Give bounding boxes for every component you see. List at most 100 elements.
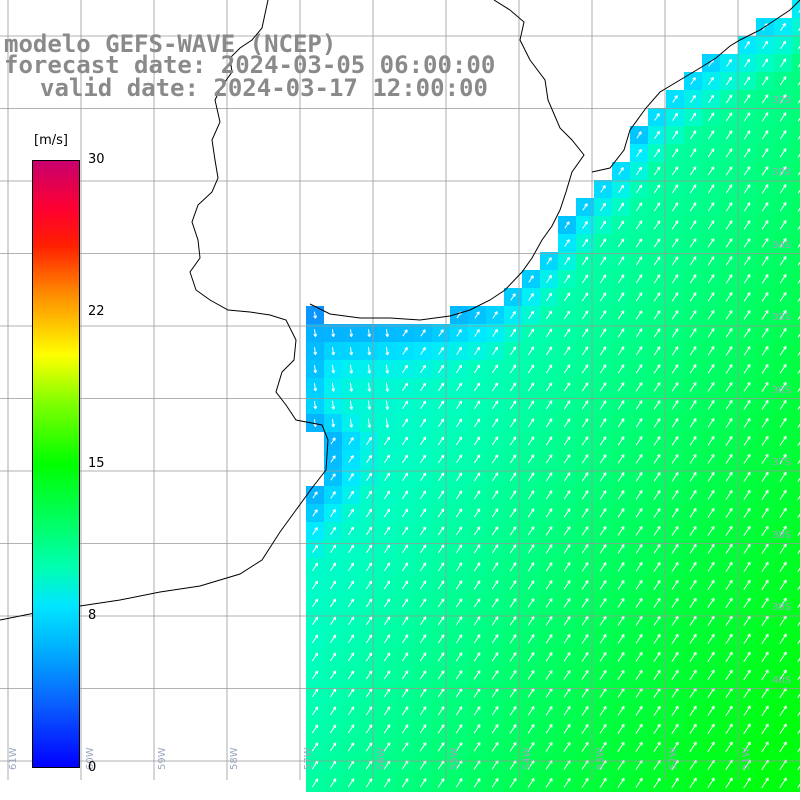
wind-arrow (653, 490, 661, 500)
wind-arrow (653, 526, 661, 536)
wind-arrow (761, 508, 769, 518)
wind-arrow (312, 527, 318, 535)
wind-arrow (563, 760, 571, 770)
wind-arrow (509, 616, 517, 626)
wind-arrow (401, 670, 409, 680)
wind-arrow (671, 562, 679, 572)
wind-arrow (707, 364, 715, 374)
colorbar-tick-15: 15 (88, 456, 105, 471)
wind-arrow (707, 526, 715, 536)
wind-arrow (599, 274, 607, 284)
wind-arrow (473, 760, 481, 770)
wind-arrow (509, 490, 517, 500)
wind-arrow (491, 364, 499, 374)
wind-arrow (347, 742, 355, 752)
wind-arrow (707, 148, 715, 158)
wind-arrow (509, 544, 517, 554)
wind-arrow (761, 328, 769, 338)
wind-arrow (636, 166, 642, 176)
wind-arrow (563, 616, 571, 626)
wind-arrow (545, 778, 553, 788)
lat-label: 32S (772, 95, 792, 106)
wind-arrow (617, 364, 625, 374)
wind-arrow (492, 329, 498, 337)
wind-arrow (365, 652, 373, 662)
wind-arrow (689, 256, 697, 266)
wind-arrow (779, 166, 787, 176)
wind-arrow-head (385, 370, 389, 374)
wind-arrow (545, 400, 553, 410)
wind-arrow (581, 472, 589, 482)
wind-arrow-head (349, 406, 353, 410)
lon-label: 54W (522, 747, 533, 770)
wind-arrow-head (331, 388, 335, 392)
wind-arrow (367, 329, 371, 337)
wind-arrow (438, 364, 444, 374)
wind-arrow (509, 472, 517, 482)
wind-arrow (473, 472, 481, 482)
wind-arrow (617, 256, 625, 266)
wind-arrow (331, 364, 335, 374)
lat-label: 33S (772, 167, 792, 178)
wind-arrow-head (385, 388, 389, 392)
wind-arrow (437, 652, 445, 662)
wind-arrow (581, 724, 589, 734)
wind-arrow (707, 651, 715, 663)
wind-arrow (582, 221, 588, 229)
wind-arrow (671, 759, 679, 771)
wind-arrow-head (349, 352, 352, 356)
wind-arrow (581, 436, 589, 446)
wind-arrow (797, 711, 800, 717)
wind-arrow (401, 580, 409, 590)
wind-arrow (365, 778, 373, 788)
wind-arrow (780, 23, 786, 31)
wind-arrow (563, 508, 571, 518)
wind-arrow (509, 724, 517, 734)
wind-arrow (671, 166, 679, 176)
wind-arrow (707, 238, 715, 248)
wind-cell (792, 558, 800, 576)
wind-arrow (635, 256, 643, 266)
wind-arrow (797, 783, 800, 789)
wind-arrow (671, 364, 679, 374)
wind-arrow (347, 598, 355, 608)
wind-arrow (367, 400, 371, 410)
wind-arrow (509, 436, 517, 446)
wind-arrow (456, 347, 462, 355)
wind-arrow (365, 526, 373, 536)
wind-arrow (473, 724, 481, 734)
wind-arrow (707, 184, 715, 194)
wind-arrow (797, 459, 800, 464)
wind-arrow (761, 687, 769, 699)
wind-arrow (653, 759, 661, 771)
wind-arrow (779, 364, 787, 374)
wind-arrow (635, 706, 643, 716)
wind-arrow (743, 741, 751, 753)
wind-arrow (491, 778, 499, 788)
wind-arrow (366, 437, 372, 445)
wind-arrow (689, 202, 697, 212)
wind-arrow (725, 562, 733, 572)
wind-arrow (401, 778, 409, 788)
wind-arrow (563, 400, 571, 410)
wind-arrow-head (349, 333, 352, 337)
wind-arrow (797, 693, 800, 699)
wind-arrow (635, 777, 643, 789)
wind-arrow (797, 351, 800, 356)
wind-arrow (761, 112, 769, 122)
wind-arrow (491, 400, 499, 410)
wind-arrow (437, 526, 445, 536)
wind-arrow (599, 688, 607, 698)
wind-arrow (527, 778, 535, 788)
wind-arrow (329, 598, 337, 608)
wind-arrow (581, 634, 589, 644)
wind-arrow (617, 562, 625, 572)
wind-arrow (761, 166, 769, 176)
wind-arrow (420, 382, 426, 392)
wind-arrow (743, 669, 751, 681)
wind-arrow (671, 328, 679, 338)
wind-arrow (581, 598, 589, 608)
wind-arrow (581, 616, 589, 626)
wind-arrow (671, 454, 679, 464)
wind-arrow (779, 274, 787, 284)
